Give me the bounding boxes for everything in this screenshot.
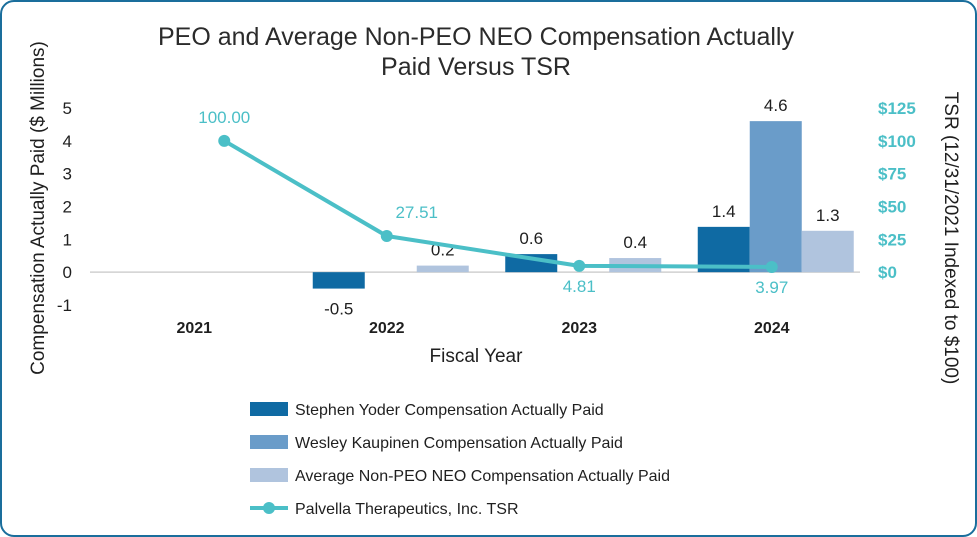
y2-axis-title: TSR (12/31/2021 Indexed to $100) [940, 92, 961, 385]
legend-swatch [250, 402, 288, 416]
chart-title-line-1: PEO and Average Non-PEO NEO Compensation… [158, 23, 794, 51]
bar-data-label: -0.5 [324, 300, 353, 319]
y2-tick-label: $25 [878, 230, 906, 249]
bar [312, 272, 365, 289]
chart-title-line-2: Paid Versus TSR [381, 53, 571, 81]
y-tick-label: 5 [63, 99, 72, 118]
y-axis-title: Compensation Actually Paid ($ Millions) [28, 41, 49, 375]
x-category-label: 2022 [369, 320, 405, 337]
bar-data-label: 1.4 [712, 202, 736, 221]
y-tick-label: 1 [63, 230, 72, 249]
x-category-label: 2023 [561, 320, 597, 337]
bar [416, 265, 469, 273]
legend-swatch [250, 468, 288, 482]
tsr-point [573, 259, 586, 272]
y-tick-label: 4 [63, 132, 72, 151]
tsr-point [765, 260, 778, 273]
bar [749, 121, 802, 273]
legend-swatch [250, 435, 288, 449]
legend-label: Stephen Yoder Compensation Actually Paid [295, 402, 604, 419]
y2-tick-label: $125 [878, 99, 916, 118]
y-tick-label: 2 [63, 198, 72, 217]
legend-label: Average Non-PEO NEO Compensation Actuall… [295, 468, 670, 485]
y-tick-label: 0 [63, 263, 72, 282]
bar-data-label: 0.6 [519, 229, 543, 248]
bar-data-label: 1.3 [816, 206, 840, 225]
y-tick-label: 3 [63, 165, 72, 184]
tsr-point [380, 230, 393, 243]
legend-label: Palvella Therapeutics, Inc. TSR [295, 501, 519, 518]
legend-marker [263, 502, 275, 514]
tsr-data-label: 100.00 [198, 108, 250, 127]
tsr-data-label: 27.51 [395, 203, 438, 222]
y2-tick-label: $50 [878, 198, 906, 217]
x-axis-title: Fiscal Year [430, 346, 524, 367]
bar [801, 230, 854, 273]
y2-tick-label: $0 [878, 263, 897, 282]
legend-label: Wesley Kaupinen Compensation Actually Pa… [295, 435, 623, 452]
x-category-label: 2021 [176, 320, 212, 337]
tsr-line [223, 139, 772, 269]
tsr-point [218, 134, 231, 147]
tsr-data-label: 4.81 [563, 277, 596, 296]
bar-data-label: 4.6 [764, 96, 788, 115]
tsr-data-label: 3.97 [755, 278, 788, 297]
y2-tick-label: $100 [878, 132, 916, 151]
y-tick-label: -1 [57, 296, 72, 315]
bar-data-label: 0.4 [623, 233, 647, 252]
x-category-label: 2024 [754, 320, 790, 337]
y2-tick-label: $75 [878, 165, 906, 184]
